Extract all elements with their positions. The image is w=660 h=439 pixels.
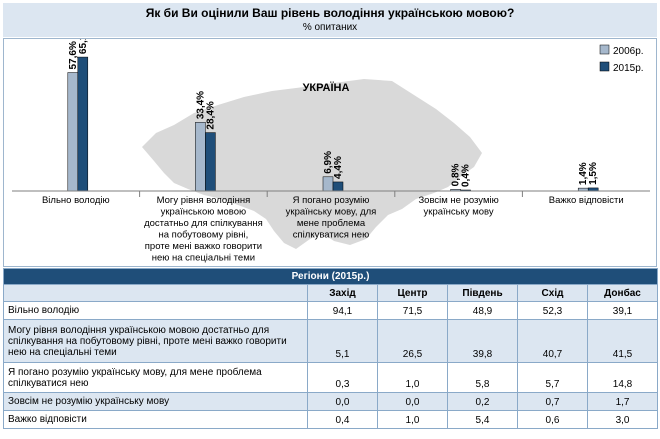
table-cell: 1,7 [586,392,659,411]
table-cell: 3,0 [586,410,659,429]
table-cell: 52,3 [517,301,588,320]
table-cell: 48,9 [447,301,518,320]
bar-2006 [67,72,79,192]
category-label: мене проблема [297,218,366,229]
legend-swatch-2006 [599,44,610,55]
table-cell: 0,4 [307,410,378,429]
row-label: Зовсім не розумію українську мову [3,392,308,411]
column-header: Захід [307,284,378,302]
chart-title: Як би Ви оцінили Ваш рівень володіння ук… [145,6,515,20]
map-label: УКРАЇНА [303,81,350,94]
table-cell: 0,0 [307,392,378,411]
column-header-row: Захід Центр Південь Схід Донбас [3,284,659,302]
chart-area: УКРАЇНА 57,6% 65,1% 33,4% 28,4% 6,9% 4,4% 0,8%… [3,38,657,267]
category-label: Вільно володію [42,195,110,206]
bar-chart: УКРАЇНА 57,6%65,1% 33,4% 28,4% 6,9% 4,4% 0,8%… [12,39,650,264]
table-cell: 0,2 [447,392,518,411]
data-label: 0,4% [461,164,472,187]
table-cell: 0,3 [307,362,378,393]
data-label: 65,1% [78,39,89,54]
table-cell: 5,4 [447,410,518,429]
table-row: Могу рівня володіння українською мовою д… [3,319,659,363]
category-labels: Вільно володію Могу рівня володінняукраїн… [42,195,624,264]
category-label: Я погано розумію [293,195,370,206]
category-label: Могу рівня володіння [157,195,251,206]
table-row: Я погано розумію українську мову, для ме… [3,362,659,393]
regions-table: Регіони (2015р.) Захід Центр Південь Схі… [2,268,659,429]
bar-2006 [195,122,206,192]
column-header-empty [3,284,308,302]
data-label: 1,5% [588,162,599,185]
legend: 2006р. 2015р. [599,44,644,74]
bar-2015 [205,132,216,192]
column-header: Схід [517,284,588,302]
category-label: проте мені важко говорити [145,241,262,252]
data-label: 4,4% [333,156,344,179]
category-label: Важко відповісти [549,195,624,206]
table-cell: 0,0 [377,392,448,411]
bar-2015 [332,181,344,192]
chart-header: Як би Ви оцінили Ваш рівень володіння ук… [3,3,657,37]
table-row: Зовсім не розумію українську мову 0,0 0,… [3,392,659,411]
legend-label-2015: 2015р. [613,63,644,74]
data-label: 1,4% [578,162,589,185]
bar-2015 [77,56,89,192]
data-label: 0,8% [451,163,462,186]
category-label: Зовсім не розумію [418,195,498,206]
column-header: Центр [377,284,448,302]
data-label: 28,4% [205,101,216,129]
table-cell: 5,7 [517,362,588,393]
table-cell: 39,1 [586,301,659,320]
column-header: Південь [447,284,518,302]
table-cell: 5,8 [447,362,518,393]
table-cell: 26,5 [377,319,448,363]
category-label: українську мову, для [286,207,377,218]
table-cell: 14,8 [586,362,659,393]
bars-group: 57,6%65,1% 33,4% 28,4% 6,9% 4,4% 0,8% 0,4% 1,4%… [67,39,599,192]
category-label: достатньо для спілкування [144,218,263,229]
chart-subtitle: % опитаних [302,22,358,33]
table-cell: 71,5 [377,301,448,320]
ukraine-map-shape [142,79,482,249]
region-header-row: Регіони (2015р.) [2,268,659,285]
table-cell: 94,1 [307,301,378,320]
region-title: Регіони (2015р.) [2,268,659,285]
row-label: Я погано розумію українську мову, для ме… [3,362,308,393]
row-label: Важко відповісти [3,410,308,429]
category-label: українську мову [424,207,494,218]
data-label: 33,4% [195,91,206,119]
table-row: Важко відповісти 0,4 1,0 5,4 0,6 3,0 [3,410,659,429]
column-header: Донбас [586,284,659,302]
category-separators [139,191,523,197]
data-label: 57,6% [68,41,79,69]
row-label: Вільно володію [3,301,308,320]
category-label: нею на спеціальні теми [152,253,255,264]
table-row: Вільно володію 94,1 71,5 48,9 52,3 39,1 [3,301,659,320]
table-cell: 41,5 [586,319,659,363]
legend-swatch-2015 [599,61,610,72]
table-cell: 5,1 [307,319,378,363]
category-label: українською мовою [161,207,247,218]
bar-2006 [322,176,334,192]
legend-label-2006: 2006р. [613,46,644,57]
table-cell: 0,6 [517,410,588,429]
table-cell: 1,0 [377,362,448,393]
category-label: спілкуватися нею [293,230,369,241]
table-cell: 39,8 [447,319,518,363]
table-cell: 0,7 [517,392,588,411]
table-cell: 1,0 [377,410,448,429]
category-label: на побутовому рівні, [159,230,249,241]
data-label: 6,9% [323,151,334,174]
row-label: Могу рівня володіння українською мовою д… [3,319,308,363]
table-cell: 40,7 [517,319,588,363]
